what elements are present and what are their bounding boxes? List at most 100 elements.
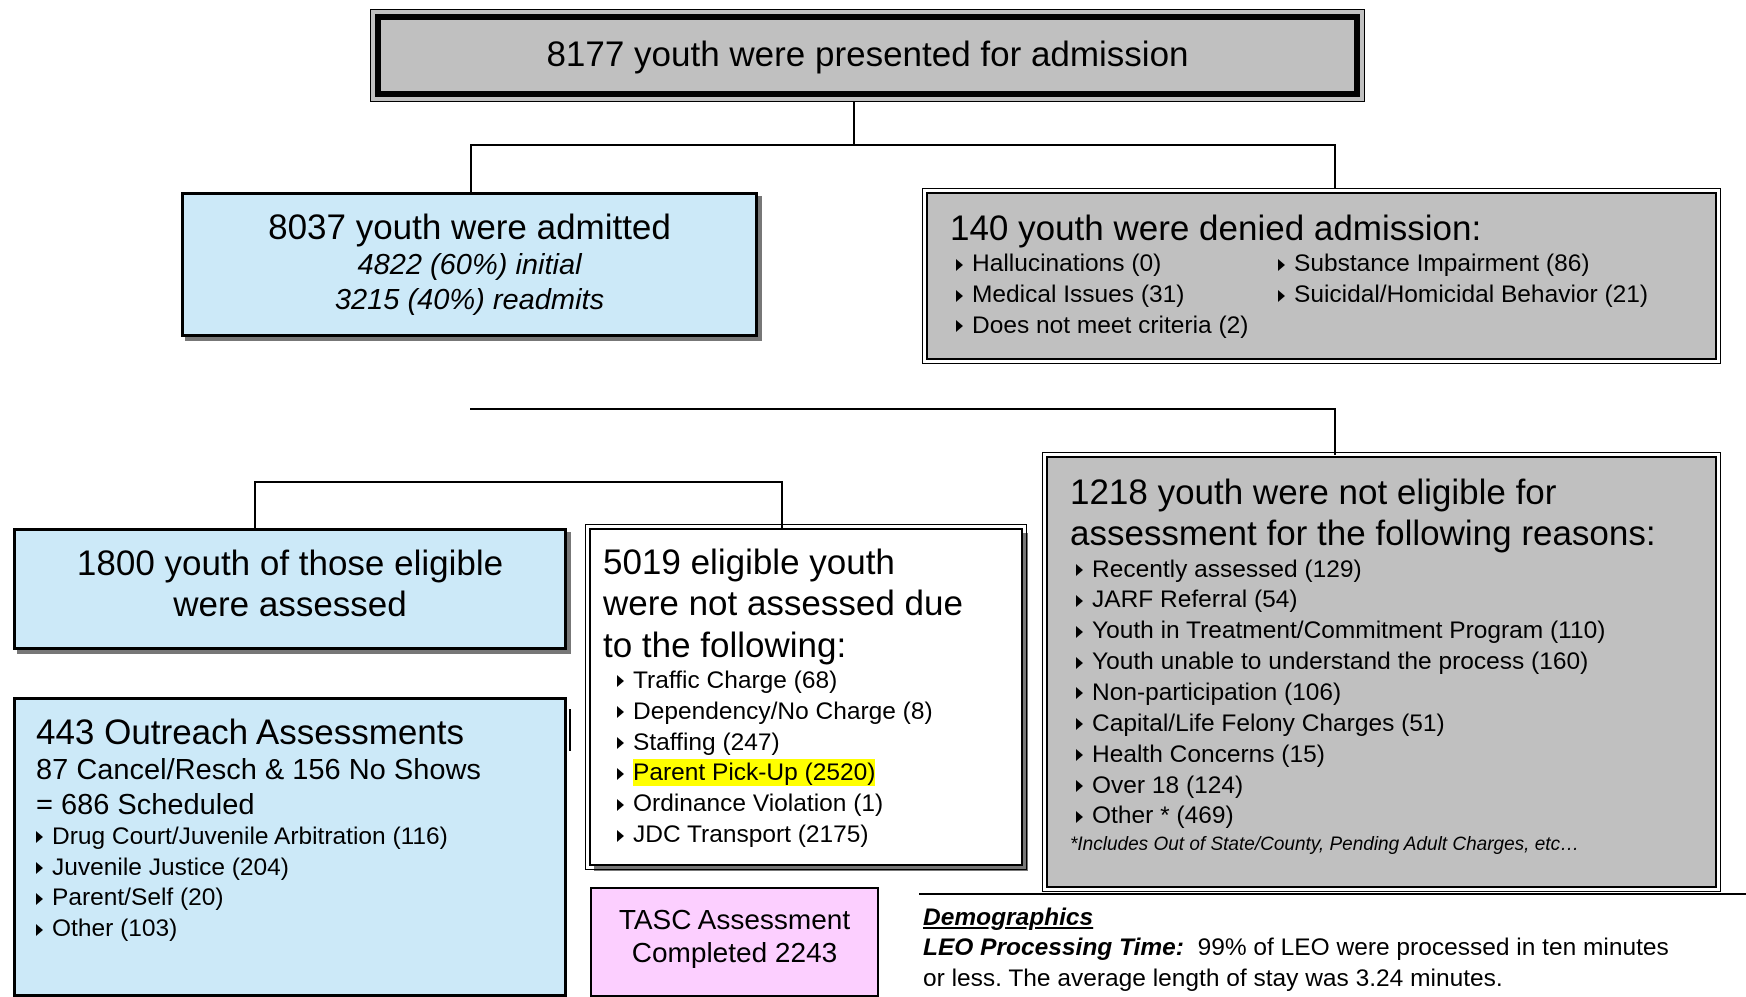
demographics-line: 99% of LEO were processed in ten minutes <box>1197 933 1669 961</box>
top-inner: 8177 youth were presented for admission <box>375 14 1360 97</box>
assessed-lines: 1800 youth of those eligible were assesse… <box>16 543 564 626</box>
item-text: Recently assessed (129) <box>1092 555 1362 583</box>
tasc-lines: TASC Assessment Completed 2243 <box>592 903 877 969</box>
item-text: Parent Pick-Up (2520) <box>633 759 876 787</box>
text-line: 4822 (60%) initial <box>357 249 582 282</box>
list-item: Does not meet criteria (2) <box>950 311 1272 342</box>
list-item: JDC Transport (2175) <box>611 820 1021 851</box>
list-item: Youth in Treatment/Commitment Program (1… <box>1070 616 1715 647</box>
list-item: Health Concerns (15) <box>1070 740 1715 771</box>
not-eligible-items: Recently assessed (129) JARF Referral (54… <box>1070 555 1715 833</box>
outreach-lines: 87 Cancel/Resch & 156 No Shows = 686 Sche… <box>36 753 564 821</box>
list-item: Recently assessed (129) <box>1070 555 1715 586</box>
demographics-line: or less. The average length of stay was … <box>923 964 1503 992</box>
item-text: JDC Transport (2175) <box>633 821 869 849</box>
item-text: Dependency/No Charge (8) <box>633 697 933 725</box>
top-box: 8177 youth were presented for admission <box>370 9 1365 102</box>
text-line: TASC Assessment <box>618 904 851 935</box>
tasc-box: TASC Assessment Completed 2243 <box>590 887 879 997</box>
not-assessed-items: Traffic Charge (68) Dependency/No Charge … <box>611 666 1021 851</box>
connector <box>254 481 256 528</box>
text-line: = 686 Scheduled <box>36 788 255 821</box>
not-eligible-lines: 1218 youth were not eligible for assessme… <box>1070 472 1715 555</box>
separator <box>919 893 1746 895</box>
admitted-box: 8037 youth were admitted 4822 (60%) init… <box>181 192 758 337</box>
item-text: Non-participation (106) <box>1092 679 1342 707</box>
item-text: Hallucinations (0) <box>972 250 1162 278</box>
item-text: Traffic Charge (68) <box>633 666 838 694</box>
top-title: 8177 youth were presented for admission <box>546 35 1189 74</box>
item-text: Over 18 (124) <box>1092 771 1244 799</box>
list-item: Staffing (247) <box>611 728 1021 759</box>
item-text: Youth in Treatment/Commitment Program (1… <box>1092 617 1606 645</box>
text-line: to the following: <box>603 625 847 665</box>
text-line: were not assessed due <box>603 584 963 624</box>
list-item: Traffic Charge (68) <box>611 666 1021 697</box>
list-item: Over 18 (124) <box>1070 771 1715 802</box>
connector <box>569 709 571 751</box>
list-item: Other * (469) <box>1070 801 1715 832</box>
item-text: Medical Issues (31) <box>972 281 1185 309</box>
item-text: Substance Impairment (86) <box>1294 250 1590 278</box>
list-item: Dependency/No Charge (8) <box>611 697 1021 728</box>
item-text: Does not meet criteria (2) <box>972 312 1249 340</box>
item-text: Staffing (247) <box>633 728 780 756</box>
outreach-title: 443 Outreach Assessments <box>36 713 464 752</box>
text-line: 5019 eligible youth <box>603 543 895 582</box>
text-line: 1218 youth were not eligible for <box>1070 473 1557 512</box>
list-item: Hallucinations (0) <box>950 249 1272 280</box>
not-assessed-box: 5019 eligible youth were not assessed due… <box>585 524 1027 870</box>
item-text: Health Concerns (15) <box>1092 740 1325 768</box>
assessed-box: 1800 youth of those eligible were assesse… <box>13 528 567 650</box>
list-item: Non-participation (106) <box>1070 678 1715 709</box>
item-text: Other * (469) <box>1092 802 1234 830</box>
connector <box>1334 408 1336 455</box>
demographics-text: LEO Processing Time: 99% of LEO were pro… <box>923 933 1746 995</box>
denied-items: Hallucinations (0) Substance Impairment (… <box>950 249 1715 342</box>
list-item: Ordinance Violation (1) <box>611 789 1021 820</box>
text-line: were assessed <box>173 585 407 625</box>
item-text: Juvenile Justice (204) <box>52 853 289 881</box>
not-eligible-box: 1218 youth were not eligible for assessme… <box>1042 452 1721 892</box>
admitted-title: 8037 youth were admitted <box>268 208 671 247</box>
list-item: Other (103) <box>30 914 564 945</box>
connector <box>254 481 783 483</box>
list-item: Parent/Self (20) <box>30 883 564 914</box>
list-item: Medical Issues (31) <box>950 280 1272 311</box>
list-item: Juvenile Justice (204) <box>30 853 564 884</box>
list-item: Drug Court/Juvenile Arbitration (116) <box>30 822 564 853</box>
connector <box>470 408 1336 410</box>
text-line: 3215 (40%) readmits <box>334 283 605 316</box>
footnote: *Includes Out of State/County, Pending A… <box>1070 834 1580 856</box>
outreach-box: 443 Outreach Assessments 87 Cancel/Resch… <box>13 697 567 997</box>
item-text: Youth unable to understand the process (… <box>1092 648 1589 676</box>
item-text: Other (103) <box>52 915 178 943</box>
list-item: JARF Referral (54) <box>1070 585 1715 616</box>
item-text: JARF Referral (54) <box>1092 586 1298 614</box>
demographics-heading: Demographics <box>923 904 1094 931</box>
text-line: assessment for the following reasons: <box>1070 514 1656 554</box>
list-item: Parent Pick-Up (2520) <box>611 758 1021 789</box>
connector <box>470 144 1336 146</box>
denied-title: 140 youth were denied admission: <box>950 209 1482 248</box>
item-text: Drug Court/Juvenile Arbitration (116) <box>52 822 448 850</box>
item-text: Suicidal/Homicidal Behavior (21) <box>1294 281 1649 309</box>
item-text: Parent/Self (20) <box>52 884 224 912</box>
list-item: Capital/Life Felony Charges (51) <box>1070 709 1715 740</box>
list-item: Substance Impairment (86) <box>1272 249 1715 280</box>
connector <box>853 102 855 145</box>
connector <box>781 481 783 528</box>
admitted-lines: 4822 (60%) initial 3215 (40%) readmits <box>184 248 755 316</box>
text-line: 87 Cancel/Resch & 156 No Shows <box>36 754 481 787</box>
text-line: 1800 youth of those eligible <box>76 544 504 583</box>
not-assessed-lines: 5019 eligible youth were not assessed due… <box>603 542 1021 666</box>
denied-box: 140 youth were denied admission: Halluci… <box>922 188 1721 364</box>
outreach-items: Drug Court/Juvenile Arbitration (116) Juv… <box>30 822 564 945</box>
connector <box>1334 144 1336 189</box>
text-line: Completed 2243 <box>631 937 838 969</box>
connector <box>470 144 472 192</box>
list-item: Youth unable to understand the process (… <box>1070 647 1715 678</box>
item-text: Capital/Life Felony Charges (51) <box>1092 709 1445 737</box>
demographics: Demographics LEO Processing Time: 99% of… <box>923 904 1746 995</box>
